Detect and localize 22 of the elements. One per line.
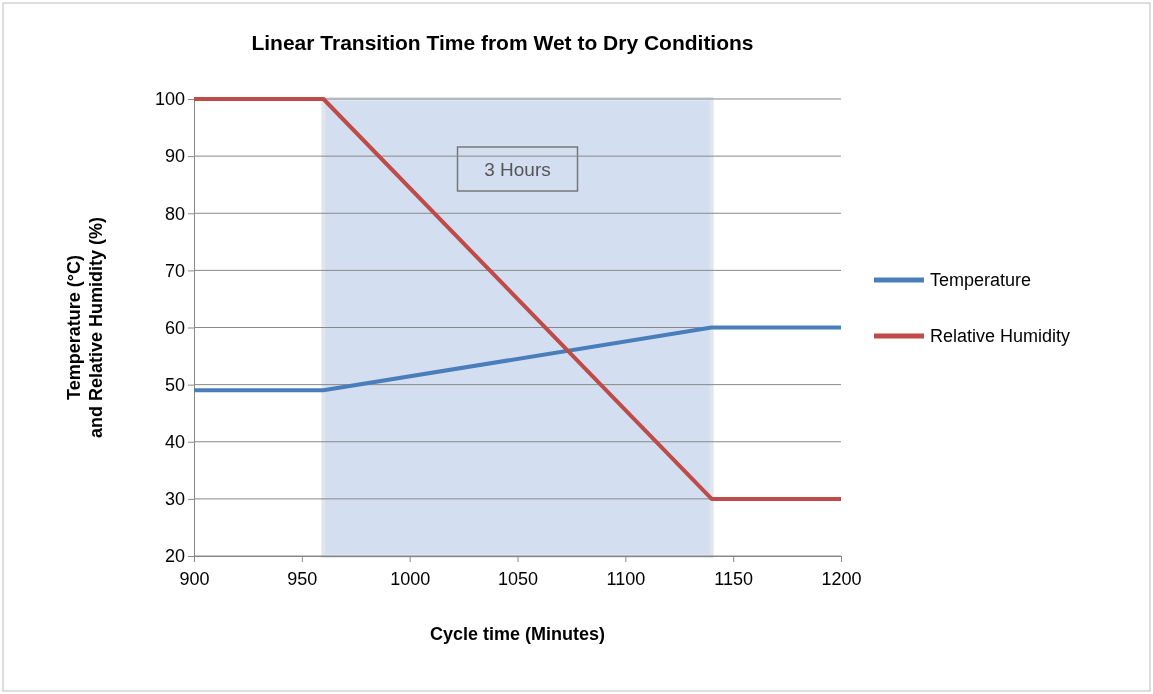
x-tick-label: 1150 — [714, 568, 754, 589]
y-tick-label: 90 — [164, 146, 185, 167]
y-tick-label: 100 — [154, 89, 185, 110]
y-tick-label: 60 — [164, 317, 185, 338]
chart-title: Linear Transition Time from Wet to Dry Conditions — [251, 31, 754, 54]
legend-label: Temperature — [930, 270, 1032, 290]
band-label: 3 Hours — [484, 159, 551, 180]
y-tick-label: 50 — [164, 374, 185, 395]
y-tick-label: 40 — [164, 432, 185, 453]
x-tick-label: 950 — [287, 568, 318, 589]
legend-label: Relative Humidity — [930, 326, 1071, 346]
x-tick-label: 1200 — [821, 568, 862, 589]
y-tick-label: 70 — [164, 260, 185, 281]
x-axis-title: Cycle time (Minutes) — [429, 624, 606, 644]
y-tick-label: 20 — [164, 546, 185, 567]
x-tick-label: 1100 — [606, 568, 646, 589]
y-tick-label: 30 — [164, 489, 185, 510]
y-tick-label: 80 — [164, 203, 185, 224]
x-tick-label: 1000 — [390, 568, 431, 589]
y-axis-title: Temperature (°C) and Relative Humidity (%) — [64, 216, 106, 439]
x-tick-label: 900 — [179, 568, 210, 589]
x-tick-label: 1050 — [497, 568, 539, 589]
